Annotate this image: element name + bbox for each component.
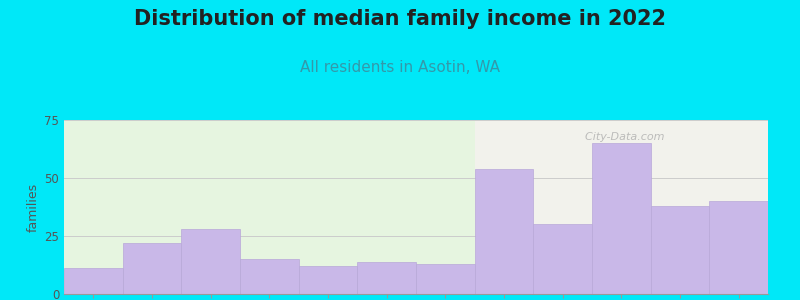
Bar [122, 243, 182, 294]
Bar [650, 206, 710, 294]
Bar [182, 229, 240, 294]
Bar [534, 224, 592, 294]
Bar [474, 169, 534, 294]
Text: Distribution of median family income in 2022: Distribution of median family income in … [134, 9, 666, 29]
Bar [64, 120, 474, 294]
Bar [64, 268, 122, 294]
Bar [474, 120, 768, 294]
Text: City-Data.com: City-Data.com [578, 132, 665, 142]
Bar [592, 143, 650, 294]
Y-axis label: families: families [27, 182, 40, 232]
Bar [240, 259, 298, 294]
Bar [358, 262, 416, 294]
Bar [710, 201, 768, 294]
Text: All residents in Asotin, WA: All residents in Asotin, WA [300, 60, 500, 75]
Bar [416, 264, 474, 294]
Bar [298, 266, 358, 294]
